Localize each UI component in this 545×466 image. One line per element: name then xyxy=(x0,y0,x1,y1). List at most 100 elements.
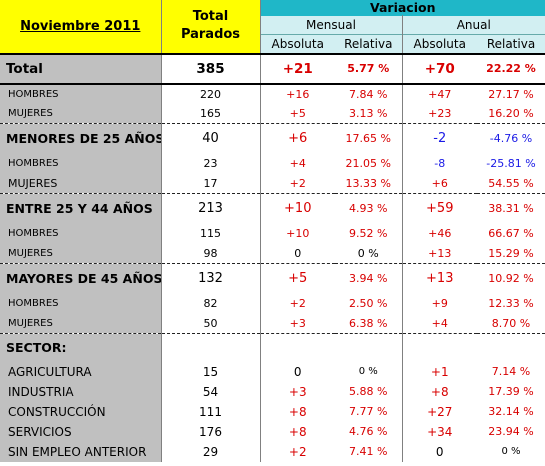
row-total: 220 xyxy=(161,83,261,104)
total-parados-line1: Total xyxy=(192,9,229,25)
row-total: 132 xyxy=(161,263,261,294)
row-annual-absolute: -2 xyxy=(402,123,477,154)
header-row-2: Mensual Anual xyxy=(0,15,545,35)
row-monthly-relative: 4.76 % xyxy=(335,421,403,442)
row-monthly-relative: 17.65 % xyxy=(335,123,403,154)
anual-heading: Anual xyxy=(402,15,545,35)
empty-cell xyxy=(335,333,403,362)
row-label: SERVICIOS xyxy=(0,421,162,442)
row-annual-relative: 10.92 % xyxy=(477,263,545,294)
row-annual-absolute: +6 xyxy=(431,176,448,190)
row-monthly-relative: 7.84 % xyxy=(335,83,403,104)
row-label: HOMBRES xyxy=(0,153,162,174)
table-row-group: MENORES DE 25 AÑOS: 40 +6 17.65 % -2 -4.… xyxy=(0,123,545,154)
total-parados-heading: Total Parados xyxy=(161,0,261,54)
row-monthly-absolute: +3 xyxy=(289,316,306,330)
row-annual-relative: 38.31 % xyxy=(477,193,545,224)
table-row: HOMBRES 82 +2 2.50 % +9 12.33 % xyxy=(0,293,545,314)
period-heading: Noviembre 2011 xyxy=(0,0,162,54)
row-monthly-relative: 2.50 % xyxy=(335,293,403,314)
anual-relativa-heading: Relativa xyxy=(477,34,545,54)
row-total: 165 xyxy=(161,103,261,124)
row-annual-absolute: +46 xyxy=(428,227,452,240)
row-annual-relative: 54.55 % xyxy=(488,176,534,190)
row-annual-absolute: +1 xyxy=(430,364,449,379)
table-row: AGRICULTURA 15 0 0 % +1 7.14 % xyxy=(0,361,545,382)
row-label: HOMBRES xyxy=(0,83,162,104)
table-row: SERVICIOS 176 +8 4.76 % +34 23.94 % xyxy=(0,421,545,442)
row-annual-relative: 32.14 % xyxy=(488,405,534,418)
row-monthly-relative: 7.77 % xyxy=(335,401,403,422)
row-total: 115 xyxy=(161,223,261,244)
row-annual-absolute: +59 xyxy=(402,193,477,224)
row-annual-absolute: +34 xyxy=(427,424,453,439)
mensual-absoluta-heading: Absoluta xyxy=(260,34,335,54)
row-total: 82 xyxy=(161,293,261,314)
row-total: 385 xyxy=(161,52,261,85)
row-monthly-absolute: +2 xyxy=(289,176,306,190)
row-monthly-relative: 3.13 % xyxy=(335,103,403,124)
row-monthly-relative: 6.38 % xyxy=(335,313,403,334)
row-total: 176 xyxy=(161,421,261,442)
row-label: MUJERES xyxy=(0,243,162,264)
row-annual-relative: 16.20 % xyxy=(488,106,534,120)
mensual-relativa-heading: Relativa xyxy=(335,34,403,54)
row-monthly-relative: 0 % xyxy=(335,243,403,264)
table-row: HOMBRES 220 +16 7.84 % +47 27.17 % xyxy=(0,83,545,104)
row-monthly-relative: 5.88 % xyxy=(335,381,403,402)
row-total: 15 xyxy=(161,361,261,382)
row-total: 50 xyxy=(161,313,261,334)
row-total: 17 xyxy=(161,173,261,194)
row-annual-absolute: 0 xyxy=(435,444,444,459)
row-annual-relative: 12.33 % xyxy=(488,297,534,310)
table-row: MUJERES 98 0 0 % +13 15.29 % xyxy=(0,243,545,264)
row-monthly-absolute: +8 xyxy=(288,424,307,439)
mensual-heading: Mensual xyxy=(260,15,403,35)
empty-cell xyxy=(402,333,477,362)
row-annual-absolute: +27 xyxy=(427,404,453,419)
row-annual-absolute: +47 xyxy=(428,87,452,101)
row-monthly-relative: 7.41 % xyxy=(335,441,403,462)
row-annual-relative: 17.39 % xyxy=(488,385,534,398)
row-label: MUJERES xyxy=(0,173,162,194)
row-total: 23 xyxy=(161,153,261,174)
row-annual-relative: 7.14 % xyxy=(491,365,531,378)
row-annual-relative: 23.94 % xyxy=(488,425,534,438)
row-monthly-absolute: +10 xyxy=(260,193,335,224)
table-row: MUJERES 17 +2 13.33 % +6 54.55 % xyxy=(0,173,545,194)
table-row-sector-heading: SECTOR: xyxy=(0,333,545,362)
row-label: HOMBRES xyxy=(0,223,162,244)
row-label: CONSTRUCCIÓN xyxy=(0,401,162,422)
table-row-total: Total 385 +21 5.77 % +70 22.22 % xyxy=(0,52,545,85)
row-monthly-absolute: 0 xyxy=(294,246,302,260)
row-total: 29 xyxy=(161,441,261,462)
row-monthly-relative: 0 % xyxy=(335,361,403,382)
row-annual-absolute: -8 xyxy=(434,157,446,170)
row-annual-relative: 66.67 % xyxy=(488,227,534,240)
row-annual-absolute: +8 xyxy=(430,384,449,399)
row-label: SIN EMPLEO ANTERIOR xyxy=(0,441,162,462)
row-annual-relative: 15.29 % xyxy=(488,246,534,260)
row-total: 98 xyxy=(161,243,261,264)
row-label: MUJERES xyxy=(0,103,162,124)
row-monthly-absolute: +10 xyxy=(286,227,310,240)
header-row-3: Absoluta Relativa Absoluta Relativa xyxy=(0,34,545,54)
row-monthly-absolute: 0 xyxy=(293,364,302,379)
row-annual-absolute: +13 xyxy=(402,263,477,294)
row-label: MUJERES xyxy=(0,313,162,334)
table-row: MUJERES 50 +3 6.38 % +4 8.70 % xyxy=(0,313,545,334)
row-monthly-absolute: +4 xyxy=(289,157,306,170)
row-annual-relative: 8.70 % xyxy=(491,316,531,330)
row-annual-absolute: +23 xyxy=(428,106,452,120)
row-monthly-absolute: +2 xyxy=(289,297,306,310)
row-annual-relative: 27.17 % xyxy=(488,87,534,101)
row-monthly-relative: 13.33 % xyxy=(335,173,403,194)
row-monthly-relative: 21.05 % xyxy=(335,153,403,174)
period-label: Noviembre 2011 xyxy=(20,18,141,34)
table-row: HOMBRES 23 +4 21.05 % -8 -25.81 % xyxy=(0,153,545,174)
table-row: CONSTRUCCIÓN 111 +8 7.77 % +27 32.14 % xyxy=(0,401,545,422)
row-annual-absolute: +4 xyxy=(431,316,448,330)
row-label: MAYORES DE 45 AÑOS xyxy=(0,263,162,294)
row-annual-absolute: +9 xyxy=(431,297,448,310)
row-label: INDUSTRIA xyxy=(0,381,162,402)
